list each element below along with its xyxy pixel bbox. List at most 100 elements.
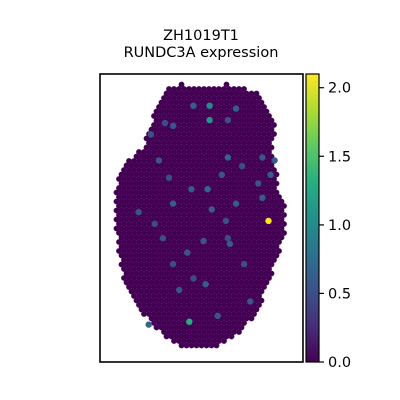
spot	[216, 86, 222, 92]
spot	[216, 203, 222, 209]
spot	[213, 171, 220, 178]
spot	[171, 113, 177, 119]
spot	[231, 248, 237, 254]
spot	[203, 225, 210, 232]
spot	[128, 270, 135, 277]
spot	[143, 180, 150, 187]
spot	[126, 284, 132, 290]
spot	[188, 342, 195, 349]
spot	[208, 270, 215, 277]
spot	[188, 198, 195, 205]
spot	[278, 198, 285, 205]
spot	[133, 216, 140, 223]
spot	[218, 117, 225, 124]
spot	[198, 207, 205, 214]
spot	[113, 225, 120, 232]
spot	[188, 144, 195, 151]
spot	[218, 297, 225, 304]
spot	[218, 126, 225, 133]
spot	[223, 207, 230, 214]
spot	[206, 293, 212, 299]
spot	[158, 288, 165, 295]
spot	[261, 275, 267, 281]
spot	[146, 311, 152, 317]
spot	[208, 171, 215, 178]
spot	[206, 275, 212, 281]
spot	[263, 234, 270, 241]
spot	[268, 117, 275, 124]
spot	[276, 248, 282, 254]
spot	[136, 293, 142, 299]
spot	[196, 86, 202, 92]
spot	[218, 90, 225, 97]
spot	[233, 189, 240, 196]
spot	[248, 315, 255, 322]
spot	[261, 221, 267, 227]
spot	[216, 122, 222, 128]
spot	[276, 239, 282, 245]
spot	[148, 243, 155, 250]
spot	[146, 230, 152, 236]
spot	[266, 248, 272, 254]
spot	[221, 185, 227, 191]
spot	[161, 293, 167, 299]
spot	[176, 320, 182, 326]
spot	[156, 203, 162, 209]
spot	[208, 144, 215, 151]
spot	[201, 257, 207, 263]
spot	[168, 306, 175, 313]
spot	[118, 207, 125, 214]
spot	[236, 329, 242, 335]
spot	[246, 104, 252, 110]
spot	[168, 252, 175, 259]
spot	[158, 171, 165, 178]
spot	[223, 189, 230, 196]
spot	[161, 95, 167, 101]
spot-expressed	[186, 318, 193, 325]
spot	[198, 243, 205, 250]
spot	[113, 198, 120, 205]
spot-expressed	[151, 220, 158, 227]
spot	[198, 198, 205, 205]
spot	[166, 221, 172, 227]
spot	[166, 311, 172, 317]
spot	[211, 302, 217, 308]
spot	[126, 230, 132, 236]
spot	[181, 158, 187, 164]
spot	[233, 243, 240, 250]
spot	[163, 99, 170, 106]
spot	[131, 203, 137, 209]
spot	[211, 212, 217, 218]
spot	[186, 176, 192, 182]
spot	[281, 203, 287, 209]
spot	[161, 113, 167, 119]
spot	[163, 252, 170, 259]
spot	[223, 261, 230, 268]
spot	[266, 194, 272, 200]
spot	[261, 149, 267, 155]
spot	[156, 239, 162, 245]
spot	[168, 288, 175, 295]
spot	[123, 189, 130, 196]
spot	[116, 212, 122, 218]
spot	[223, 324, 230, 331]
spot	[146, 221, 152, 227]
spot	[128, 207, 135, 214]
spot	[141, 266, 147, 272]
spot	[198, 342, 205, 349]
spot	[238, 279, 245, 286]
spot	[151, 320, 157, 326]
spot	[116, 230, 122, 236]
spot	[176, 203, 182, 209]
spot	[176, 239, 182, 245]
spot	[278, 207, 285, 214]
spot	[178, 90, 185, 97]
spot	[166, 95, 172, 101]
spot	[251, 230, 257, 236]
spot	[201, 86, 207, 92]
spot-expressed	[190, 102, 197, 109]
spot	[131, 167, 137, 173]
spot	[243, 144, 250, 151]
spot	[253, 99, 260, 106]
spot	[228, 306, 235, 313]
